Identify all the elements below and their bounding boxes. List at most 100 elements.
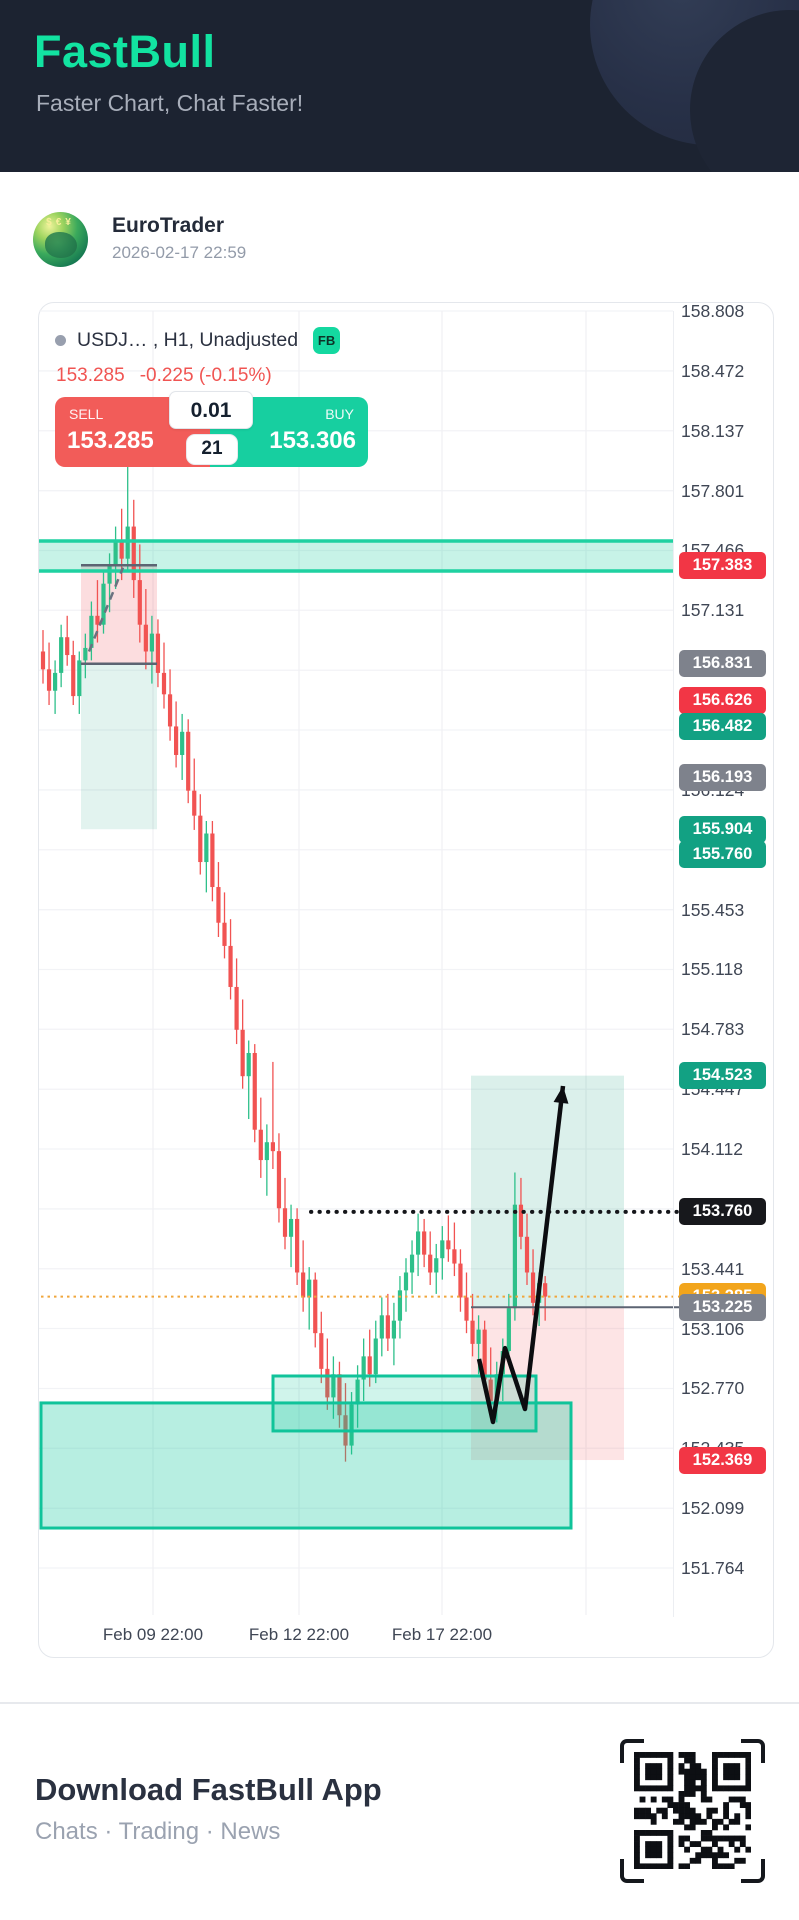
- projection-arrowhead: [553, 1086, 569, 1104]
- candle-body: [530, 1272, 536, 1303]
- candle-body: [161, 672, 167, 695]
- fastbull-fb-badge-icon: FB: [313, 327, 341, 354]
- candle-body: [246, 1052, 251, 1077]
- candle-body: [258, 1129, 263, 1161]
- candle-body: [440, 1240, 445, 1259]
- download-app-title: Download FastBull App: [35, 1772, 382, 1807]
- price-tick: 154.783: [681, 1019, 745, 1040]
- candle-body: [331, 1374, 336, 1398]
- candle-body: [422, 1231, 427, 1255]
- candle-body: [252, 1052, 257, 1130]
- candle-body: [53, 672, 58, 691]
- candle-body: [512, 1204, 517, 1309]
- spread-badge: 21: [186, 434, 238, 465]
- candle-body: [476, 1329, 481, 1344]
- price-tick: 158.808: [681, 301, 745, 321]
- candle-body: [222, 922, 227, 946]
- sell-label: SELL: [69, 406, 104, 422]
- qr-pattern: [634, 1752, 751, 1869]
- price-tick: 152.099: [681, 1498, 745, 1519]
- chart-card: USDJ… , H1, Unadjusted FB 153.285 -0.225…: [38, 301, 774, 1658]
- candle-body: [65, 637, 70, 656]
- candle-body: [482, 1329, 487, 1380]
- candle-body: [186, 731, 191, 791]
- demand-box-large: [39, 1401, 573, 1530]
- candle-body: [543, 1283, 548, 1297]
- candle-body: [301, 1272, 306, 1298]
- price-tick: 157.131: [681, 600, 745, 621]
- candle-body: [458, 1263, 463, 1298]
- price-tick: 154.112: [681, 1139, 743, 1159]
- price-chart: [39, 310, 681, 1615]
- target-zone: [471, 1075, 624, 1308]
- candle-body: [397, 1290, 403, 1321]
- price-tick: 155.118: [681, 959, 743, 980]
- price-badge-gray: 156.831: [679, 650, 766, 678]
- candle-body: [488, 1379, 493, 1401]
- time-axis-label: Feb 17 22:00: [391, 1625, 493, 1644]
- price-tick: 153.441: [681, 1258, 745, 1279]
- price-badge-red: 152.369: [679, 1446, 766, 1474]
- candle-body: [216, 887, 221, 923]
- globe-icon: [45, 232, 77, 258]
- candle-body: [295, 1218, 300, 1273]
- price-badge-green: 156.482: [679, 712, 766, 740]
- price-tick: 158.137: [681, 420, 745, 441]
- candle-body: [355, 1379, 360, 1405]
- candle-body: [428, 1254, 433, 1273]
- candle-body: [149, 633, 154, 652]
- candle-body: [198, 815, 203, 863]
- sell-button[interactable]: SELL 153.285: [55, 397, 210, 467]
- qr-code: [620, 1739, 765, 1883]
- candle-body: [210, 833, 215, 888]
- symbol-legend: USDJ… , H1, Unadjusted: [77, 329, 299, 351]
- candle-body: [89, 615, 94, 648]
- price-badge-black: 153.760: [679, 1198, 766, 1226]
- candle-body: [83, 647, 88, 661]
- candle-body: [379, 1315, 384, 1339]
- price-tick: 157.801: [681, 480, 745, 501]
- candle-body: [77, 660, 82, 697]
- candle-body: [46, 669, 52, 691]
- candle-body: [288, 1218, 294, 1237]
- price-badge-gray: 153.225: [679, 1293, 766, 1321]
- buy-label: BUY: [325, 406, 354, 422]
- buy-price: 153.306: [269, 427, 356, 454]
- left-zone-dashed-trend: [87, 567, 125, 652]
- post-timestamp: 2026-02-17 22:59: [112, 243, 247, 262]
- candle-body: [180, 731, 185, 755]
- candle-body: [174, 726, 179, 755]
- candle-body: [373, 1338, 378, 1375]
- candle-body: [59, 637, 64, 673]
- trade-widget: SELL 153.285 BUY 153.306 0.01 21: [55, 391, 368, 467]
- candle-body: [192, 790, 197, 816]
- user-name: EuroTrader: [112, 214, 225, 237]
- candle-body: [319, 1333, 324, 1369]
- candle-body: [337, 1374, 342, 1416]
- candle-body: [452, 1249, 457, 1264]
- candle-body: [518, 1204, 524, 1237]
- avatar: $€¥: [33, 212, 88, 267]
- candle-body: [282, 1208, 288, 1237]
- candle-body: [264, 1142, 269, 1161]
- candle-body: [131, 526, 136, 581]
- sell-price: 153.285: [67, 427, 154, 454]
- candle-body: [361, 1356, 366, 1380]
- candle-body: [385, 1315, 390, 1339]
- price-badge-gray: 156.193: [679, 764, 766, 792]
- price-badge-green: 155.760: [679, 841, 766, 869]
- candle-body: [71, 655, 76, 697]
- candle-body: [228, 945, 233, 987]
- price-tick: 158.472: [681, 360, 745, 381]
- lot-size-field: 0.01: [169, 391, 253, 429]
- time-axis-label: Feb 09 22:00: [102, 1625, 204, 1644]
- candle-body: [107, 565, 112, 584]
- price-badge-green: 154.523: [679, 1062, 766, 1090]
- qr-bracket-icon: [620, 1859, 644, 1883]
- qr-bracket-icon: [741, 1859, 765, 1883]
- candle-body: [391, 1320, 396, 1339]
- price-badge-red: 157.383: [679, 551, 766, 579]
- candle-body: [313, 1279, 318, 1334]
- candle-body: [95, 615, 100, 625]
- app-features-subtitle: Chats · Trading · News: [35, 1818, 281, 1845]
